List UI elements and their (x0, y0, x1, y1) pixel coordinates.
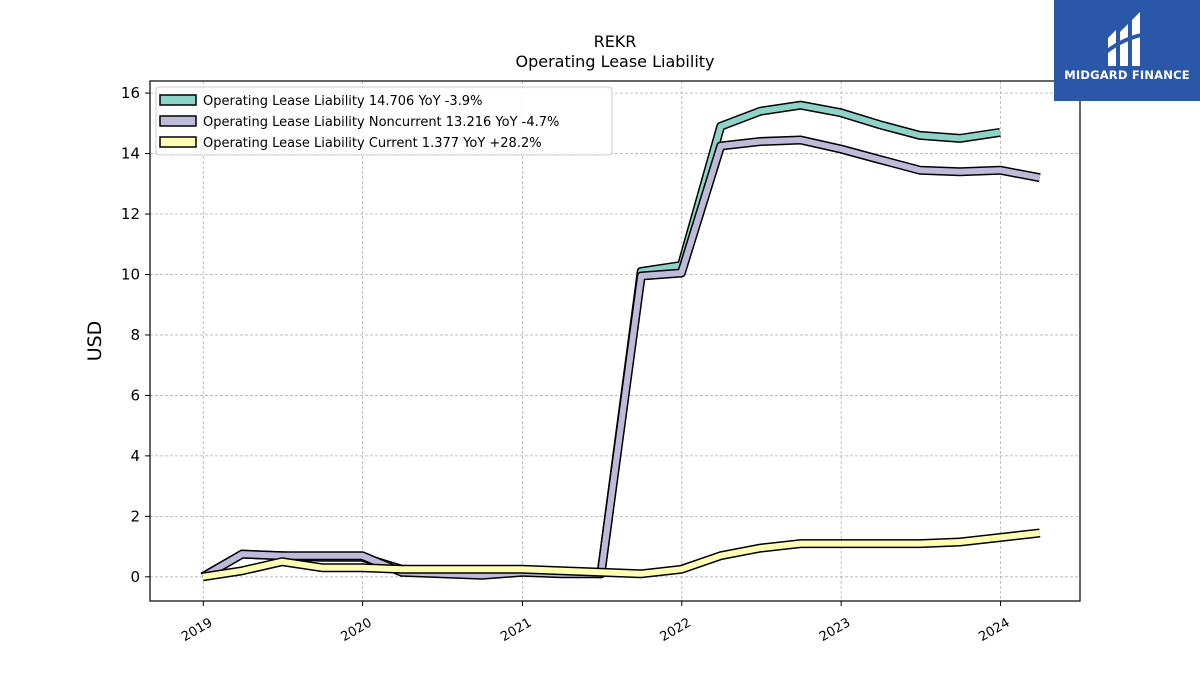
midgard-logo: MIDGARD FINANCE (1054, 0, 1200, 101)
x-tick-label: 2022 (658, 615, 694, 645)
series-outline (200, 100, 1001, 581)
y-tick-label: 8 (130, 326, 140, 344)
chart-title: REKR (594, 32, 637, 51)
y-tick-label: 12 (121, 205, 140, 223)
x-tick-label: 2024 (976, 615, 1012, 645)
legend: Operating Lease Liability 14.706 YoY -3.… (155, 86, 613, 156)
y-tick-label: 16 (121, 84, 140, 102)
midgard-logo-icon (1104, 12, 1147, 66)
grid (150, 81, 1080, 601)
x-tick-label: 2023 (817, 615, 853, 645)
y-tick-label: 10 (121, 265, 140, 283)
x-tick-label: 2021 (498, 615, 534, 645)
y-tick-label: 4 (130, 447, 140, 465)
legend-label-1: Operating Lease Liability Noncurrent 13.… (203, 115, 559, 130)
legend-swatch-1 (159, 115, 197, 127)
legend-swatch-0 (159, 94, 197, 106)
x-axis: 2019 2020 2021 2022 2023 2024 (179, 601, 1013, 645)
logo-text: MIDGARD FINANCE (1064, 68, 1190, 82)
series-line-2 (202, 528, 1041, 582)
y-axis-label: USD (84, 321, 106, 362)
legend-frame (155, 86, 613, 156)
x-tick-label: 2020 (338, 615, 374, 645)
x-tick-label: 2019 (179, 615, 215, 645)
legend-label-0: Operating Lease Liability 14.706 YoY -3.… (203, 94, 482, 109)
y-axis: 0 2 4 6 8 10 12 14 16 (121, 84, 150, 586)
chart-subtitle: Operating Lease Liability (515, 52, 714, 71)
series-line (201, 102, 1001, 580)
series-line (201, 137, 1041, 580)
series-line-0 (200, 100, 1001, 581)
series-line (202, 530, 1041, 580)
legend-label-2: Operating Lease Liability Current 1.377 … (203, 136, 542, 151)
plot-frame (149, 80, 1081, 602)
series-outline (200, 135, 1041, 581)
y-tick-label: 6 (130, 386, 140, 404)
series-line-1 (200, 135, 1041, 581)
y-tick-label: 14 (121, 145, 140, 163)
y-tick-label: 0 (130, 568, 140, 586)
y-tick-label: 2 (130, 507, 140, 525)
series-layer (200, 100, 1041, 582)
legend-swatch-2 (159, 136, 197, 148)
